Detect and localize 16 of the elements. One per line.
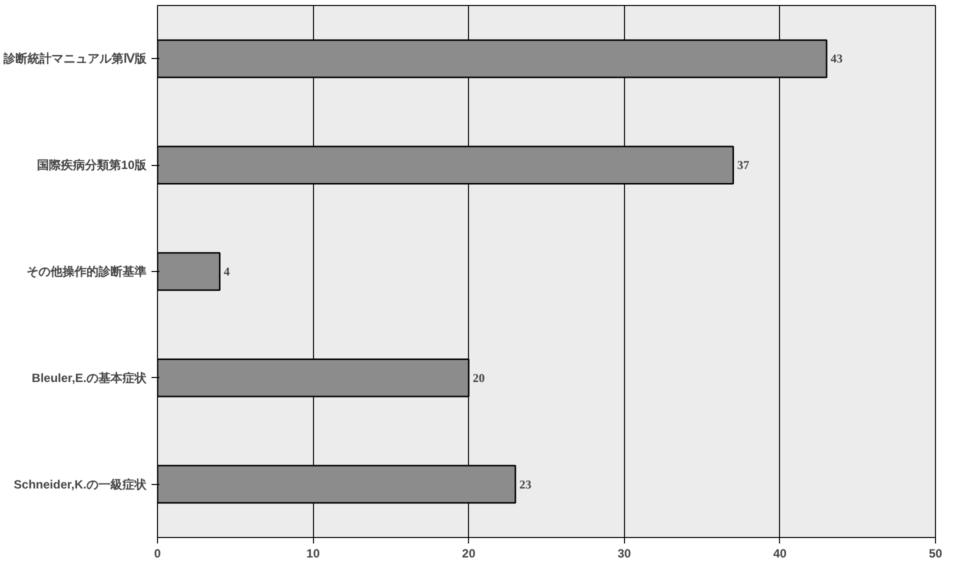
data-label: 37 [737,158,750,172]
x-tick-label: 10 [306,546,320,560]
data-label: 4 [224,264,230,278]
data-label: 43 [830,52,843,66]
x-tick-label: 30 [618,546,632,560]
x-tick-label: 0 [154,546,162,560]
y-tick-label: その他操作的診断基準 [26,264,146,278]
data-label: 20 [472,370,485,385]
x-tick-label: 50 [928,546,942,560]
y-tick-label: 診断統計マニュアル第Ⅳ版 [2,52,148,66]
y-tick-label: Schneider,K.の一級症状 [14,477,148,492]
data-label: 23 [519,477,532,492]
y-tick-label: 国際疾病分類第10版 [37,158,148,172]
y-tick-label: Bleuler,E.の基本症状 [32,370,148,385]
x-tick-label: 20 [462,546,476,560]
x-tick-label: 40 [773,546,787,560]
